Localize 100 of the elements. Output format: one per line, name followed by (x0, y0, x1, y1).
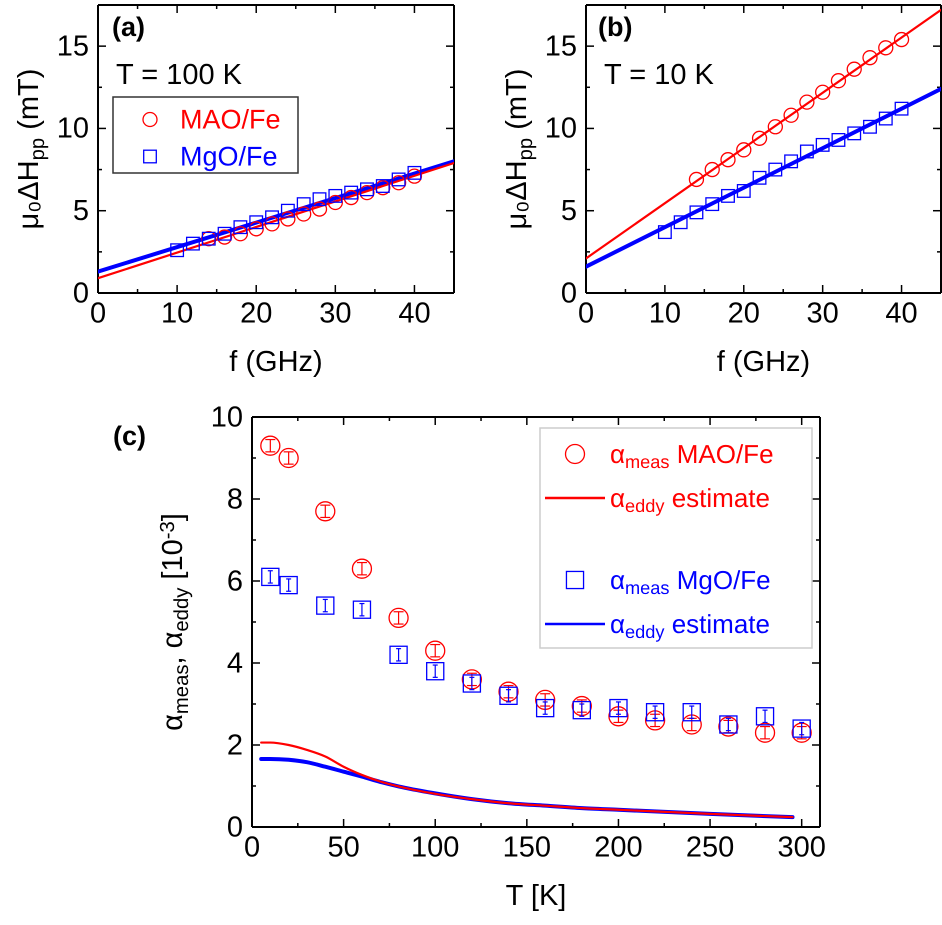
point (328, 188, 342, 203)
point (705, 197, 720, 212)
point (279, 576, 298, 594)
y-tick-label: 0 (226, 811, 243, 844)
legend-label: α$_{meas}$ MAO/Fe (610, 439, 774, 472)
point (170, 243, 184, 258)
point (316, 596, 334, 615)
point (535, 690, 556, 710)
x-tick-label: 100 (411, 832, 460, 864)
point (768, 162, 782, 177)
point (462, 674, 482, 693)
point (720, 152, 736, 168)
legend-label: α$_{eddy}$ estimate (610, 609, 770, 642)
point (609, 698, 628, 718)
legend-label: α$_{meas}$ MgO/Fe (610, 565, 771, 598)
x-axis-title: T [K] (506, 880, 566, 912)
point (704, 162, 720, 178)
point (816, 138, 830, 152)
point (736, 184, 751, 198)
point (754, 722, 776, 743)
point (646, 703, 664, 722)
point (768, 119, 783, 134)
point (218, 226, 232, 241)
point (359, 184, 375, 200)
y-tick-label: 4 (226, 647, 243, 680)
point (831, 133, 846, 147)
legend-label: α$_{eddy}$ estimate (610, 483, 770, 516)
point (783, 108, 799, 123)
point (862, 50, 878, 66)
point (296, 206, 312, 222)
point (186, 236, 200, 251)
point (426, 662, 444, 680)
point (756, 707, 774, 726)
point (799, 94, 815, 110)
y-tick-label: 15 (56, 30, 89, 62)
point (392, 172, 406, 186)
point (406, 168, 422, 184)
x-tick-label: 200 (594, 832, 643, 864)
point (644, 710, 666, 731)
line-series (260, 741, 794, 818)
point (894, 32, 910, 48)
point (536, 698, 554, 718)
point (280, 211, 296, 227)
x-tick-label: 30 (319, 298, 352, 330)
annotation: T = 10 K (604, 59, 715, 91)
point (846, 62, 862, 77)
point (344, 190, 359, 206)
point (894, 102, 909, 116)
point (752, 130, 768, 146)
point (499, 686, 518, 705)
point (278, 448, 299, 468)
point (261, 568, 280, 586)
x-axis-title: f (GHz) (229, 346, 323, 378)
point (863, 120, 877, 134)
point (328, 194, 343, 210)
point (815, 84, 830, 100)
point (752, 170, 767, 185)
y-tick-label: 10 (544, 112, 577, 145)
point (232, 226, 248, 242)
point (390, 175, 406, 190)
y-tick-label: 10 (210, 401, 243, 434)
x-tick-label: 30 (806, 298, 839, 330)
point (360, 182, 374, 196)
point (688, 172, 704, 188)
y-tick-label: 0 (560, 277, 577, 310)
point (792, 719, 811, 738)
point (312, 201, 328, 217)
point (572, 696, 592, 716)
point (608, 706, 629, 726)
x-tick-label: 20 (728, 298, 760, 330)
point (847, 126, 862, 140)
y-tick-label: 5 (72, 194, 89, 227)
point (736, 142, 752, 158)
point (682, 714, 702, 735)
point (389, 646, 408, 664)
point (260, 436, 280, 456)
point (792, 722, 812, 743)
point (498, 682, 519, 702)
x-tick-label: 20 (240, 298, 272, 330)
point (830, 73, 846, 88)
y-tick-label: 0 (72, 277, 89, 310)
x-tick-label: 50 (327, 832, 360, 864)
y-tick-label: 10 (56, 112, 89, 145)
point (296, 197, 311, 212)
y-tick-label: 6 (226, 565, 243, 598)
point (425, 640, 446, 661)
y-tick-label: 5 (560, 194, 577, 227)
legend-label: MAO/Fe (180, 104, 281, 134)
point (248, 221, 264, 236)
point (344, 186, 358, 200)
point (233, 220, 248, 234)
annotation: (a) (112, 12, 145, 42)
point (388, 608, 409, 628)
y-tick-label: 8 (226, 483, 243, 516)
x-tick-label: 150 (502, 832, 552, 864)
point (462, 669, 482, 690)
point (407, 166, 422, 180)
y-tick-label: 15 (544, 30, 577, 62)
point (264, 216, 280, 232)
point (674, 215, 688, 230)
